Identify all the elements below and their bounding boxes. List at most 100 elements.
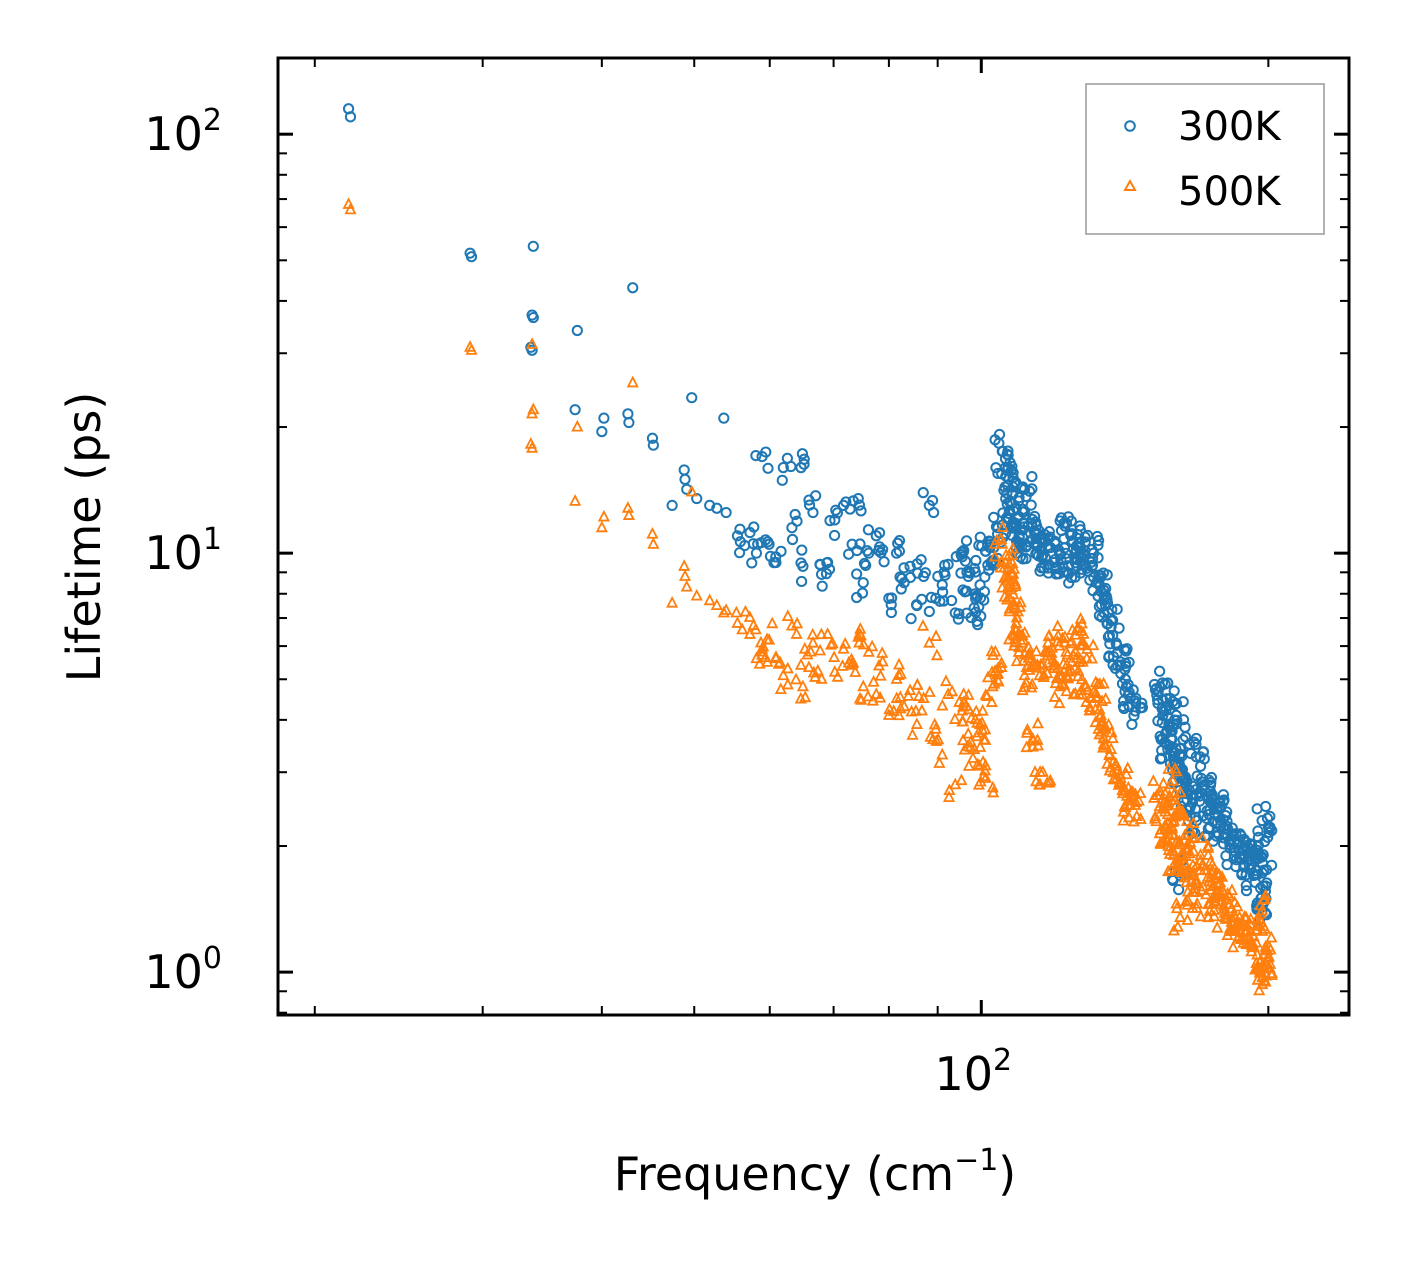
- point-500k-50-1: [894, 667, 907, 679]
- point-500k-64-8: [978, 763, 992, 776]
- point-300k-120-6: [1221, 806, 1233, 818]
- point-500k-50-2: [892, 657, 906, 670]
- point-300k-95-6: [1118, 643, 1130, 656]
- point-300k-77-7: [1026, 517, 1038, 529]
- point-300k-99-2: [1154, 665, 1166, 677]
- point-300k-27: [720, 506, 732, 519]
- point-300k-132-8: [1262, 831, 1274, 843]
- point-500k-126-8: [1246, 940, 1259, 953]
- point-300k-132-4: [1257, 849, 1269, 861]
- point-300k-93-6: [1102, 618, 1114, 630]
- point-300k-91-6: [1101, 569, 1113, 581]
- point-300k-88-8: [1078, 560, 1091, 572]
- point-500k-48-3: [872, 658, 886, 671]
- point-500k-55-2: [929, 629, 943, 642]
- point-500k-12: [595, 520, 608, 533]
- point-300k-47: [870, 530, 882, 542]
- point-300k-111-7: [1190, 732, 1202, 745]
- point-500k-36-3: [798, 641, 811, 654]
- point-500k-116-5: [1194, 909, 1207, 922]
- point-500k-69-8: [1008, 574, 1021, 587]
- point-300k-117-4: [1206, 789, 1218, 801]
- point-300k-92-7: [1092, 590, 1104, 602]
- point-500k-106-8: [1168, 814, 1181, 826]
- point-300k-26: [718, 412, 730, 424]
- point-500k-46-3: [857, 637, 870, 650]
- point-300k-121-5: [1218, 827, 1230, 840]
- point-500k-55: [923, 635, 936, 648]
- point-300k-58-3: [939, 559, 951, 571]
- point-500k-119-8: [1208, 909, 1221, 922]
- point-300k-129-5: [1264, 810, 1276, 822]
- point-500k-46-2: [854, 628, 867, 641]
- point-500k-89-7: [1083, 700, 1096, 713]
- point-300k-121-6: [1223, 834, 1235, 846]
- point-300k-62-8: [961, 607, 973, 619]
- point-300k-111-8: [1176, 750, 1188, 762]
- point-300k-114-5: [1191, 770, 1203, 782]
- point-500k-114-2: [1187, 844, 1200, 857]
- point-300k-119-8: [1207, 800, 1220, 812]
- point-500k-85-6: [1058, 635, 1072, 648]
- point-500k-112-3: [1181, 863, 1194, 876]
- point-300k-50-2: [892, 537, 904, 549]
- point-500k-66-8: [985, 644, 998, 657]
- point-500k-38-2: [804, 644, 817, 657]
- point-500k-66-4: [988, 676, 1001, 689]
- point-500k-77-5: [1027, 734, 1040, 746]
- point-500k-67-7: [990, 533, 1003, 546]
- point-300k-106-4: [1165, 725, 1178, 737]
- point-500k-69-6: [996, 580, 1009, 593]
- point-500k-57: [936, 747, 949, 760]
- point-500k-132-5: [1265, 968, 1278, 981]
- point-500k-114-7: [1201, 839, 1214, 851]
- point-500k-37: [796, 679, 809, 692]
- point-500k-28-2: [739, 604, 752, 617]
- point-500k-112-7: [1180, 875, 1193, 888]
- point-500k-40: [821, 627, 834, 639]
- point-500k-83-5: [1052, 628, 1065, 641]
- point-300k-105-5: [1174, 748, 1187, 761]
- point-300k-128-6: [1249, 876, 1261, 889]
- point-500k-85-5: [1072, 663, 1085, 676]
- point-500k-98-7: [1122, 810, 1136, 823]
- legend-label-500k: 500K: [1178, 169, 1282, 215]
- legend: 300K 500K: [1085, 83, 1325, 235]
- point-500k-17: [647, 537, 660, 549]
- point-300k-49-2: [886, 592, 898, 604]
- legend-marker-300k: [1124, 120, 1136, 132]
- point-500k-58-2: [946, 684, 959, 697]
- point-500k-122-4: [1227, 940, 1240, 953]
- point-500k-54-3: [923, 685, 936, 697]
- point-500k-4: [526, 337, 539, 349]
- point-300k-120-1: [1212, 810, 1224, 822]
- plot-area: [342, 103, 1279, 996]
- point-500k-92-7: [1095, 718, 1108, 731]
- point-300k-106-6: [1163, 720, 1175, 732]
- point-300k-73-5: [1010, 517, 1022, 530]
- point-300k-20: [679, 473, 691, 485]
- point-500k-62-7: [974, 740, 987, 752]
- point-300k-16: [646, 432, 659, 444]
- point-500k-41-3: [831, 670, 844, 682]
- point-500k-28: [731, 616, 744, 628]
- point-500k-81-6: [1041, 666, 1054, 679]
- point-300k-15: [627, 282, 639, 294]
- point-300k-46-3: [861, 545, 873, 557]
- point-300k-75-4: [1025, 499, 1037, 511]
- point-300k-106-7: [1177, 696, 1189, 708]
- point-500k-65-7: [985, 695, 998, 707]
- point-300k-61-8: [959, 586, 971, 598]
- point-500k-113-4: [1190, 872, 1203, 885]
- point-500k-9: [569, 494, 582, 506]
- point-500k-63-8: [977, 732, 991, 745]
- point-300k-63-7: [971, 591, 983, 603]
- point-500k-132-3: [1250, 960, 1264, 973]
- point-500k-88-8: [1074, 638, 1087, 651]
- point-300k-100-7: [1152, 697, 1164, 710]
- point-500k-37-3: [789, 672, 803, 685]
- point-500k-70-5: [998, 571, 1011, 583]
- point-300k-95-8: [1120, 645, 1132, 657]
- point-500k-70-8: [998, 589, 1011, 602]
- point-300k-33-3: [768, 557, 780, 569]
